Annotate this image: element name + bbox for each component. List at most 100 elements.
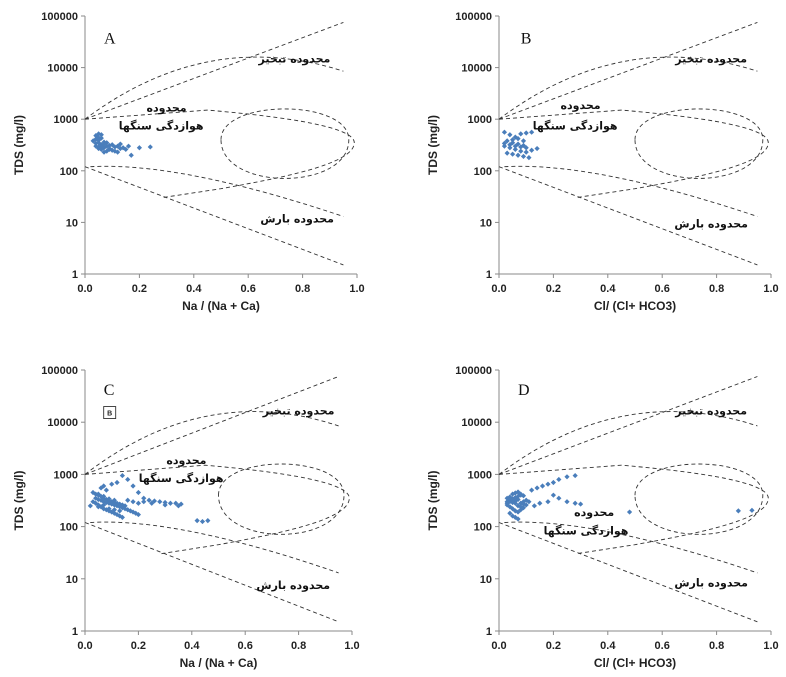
data-point (136, 145, 142, 151)
data-point (512, 514, 518, 521)
evaporation-zone-label: محدوده تبخیر (674, 52, 747, 65)
data-point (111, 497, 117, 503)
data-point (564, 474, 570, 480)
data-point (106, 500, 112, 506)
data-point (518, 144, 524, 150)
data-point (96, 140, 102, 146)
data-point (515, 509, 521, 515)
data-point (162, 502, 168, 508)
panel-label: A (104, 30, 116, 47)
x-tick-label: 0.6 (238, 640, 253, 652)
rock-dominance-boundary (84, 464, 350, 555)
panel-a: 1 10 100 1000 10000 100000 0.0 0.2 0.4 0.6 0.8 1.0 N… (12, 11, 365, 313)
data-point (518, 504, 524, 510)
data-point (534, 485, 540, 491)
evaporation-lower-boundary (498, 56, 758, 120)
data-point (119, 505, 125, 511)
data-point (550, 492, 556, 498)
panel-label: B (521, 30, 532, 47)
data-point (531, 503, 537, 509)
data-point (106, 496, 112, 502)
evaporation-upper-boundary (84, 21, 344, 120)
rock-weathering-label: هوازدگی سنگها (119, 120, 204, 133)
data-point (205, 518, 211, 524)
data-point (95, 491, 101, 497)
x-tick-label: 0.0 (77, 283, 92, 295)
precipitation-zone-label: محدوده بارش (674, 218, 748, 231)
data-point (507, 504, 513, 510)
data-point (545, 481, 551, 487)
x-tick-label: 0.8 (295, 283, 310, 295)
y-tick-label: 1 (72, 626, 78, 638)
x-axis-title: Cl/ (Cl+ HCO3) (594, 656, 676, 670)
data-point (512, 146, 518, 152)
data-point (199, 518, 206, 525)
data-point (564, 499, 570, 505)
data-point (135, 489, 141, 496)
data-point (520, 493, 527, 499)
rock-ellipse-boundary (218, 463, 345, 535)
data-point (515, 496, 521, 503)
data-point (111, 507, 117, 513)
legend-marker-label: B (107, 411, 112, 418)
data-point (518, 131, 524, 137)
data-point (104, 140, 110, 146)
y-tick-label: 10 (66, 574, 78, 586)
data-point (114, 511, 120, 518)
rock-zone-label: محدوده (574, 506, 614, 519)
data-point (529, 147, 535, 153)
data-point (510, 137, 516, 143)
data-point (515, 503, 521, 509)
data-point (98, 497, 104, 503)
data-point (507, 510, 513, 516)
rock-dominance-boundary (498, 109, 769, 199)
data-point (515, 136, 521, 142)
data-point (572, 500, 578, 506)
data-point (117, 141, 123, 147)
data-point (119, 514, 125, 521)
data-point (515, 493, 521, 499)
data-point (504, 500, 510, 506)
data-point (523, 497, 529, 503)
data-point (735, 508, 741, 514)
x-axis-title: Na / (Na + Ca) (180, 656, 258, 670)
data-point (515, 489, 521, 495)
x-tick-label: 0.2 (131, 640, 146, 652)
data-point (87, 503, 93, 509)
data-point (529, 487, 535, 493)
data-point (101, 149, 107, 155)
data-point (141, 495, 147, 501)
data-point (173, 500, 179, 506)
data-point (504, 150, 510, 156)
x-tick-label: 0.6 (241, 283, 256, 295)
rock-ellipse-boundary (220, 108, 350, 179)
data-point (537, 500, 543, 506)
data-point (545, 499, 551, 505)
y-tick-label: 100000 (455, 11, 492, 23)
rock-zone-label: محدوده (166, 454, 206, 467)
data-point (501, 129, 508, 135)
rock-weathering-label: هوازدگی سنگها (533, 120, 618, 133)
data-point (526, 155, 532, 161)
data-point (117, 508, 123, 514)
precipitation-zone-label: محدوده بارش (256, 579, 330, 592)
data-point (119, 502, 125, 508)
y-axis-title: TDS (mg/l) (12, 471, 26, 531)
data-point (194, 518, 200, 524)
evaporation-zone-label: محدوده تبخیر (258, 52, 331, 65)
data-point (501, 143, 508, 149)
precipitation-zone-label: محدوده بارش (260, 212, 334, 225)
y-tick-label: 100 (60, 522, 78, 534)
y-tick-label: 1000 (468, 114, 492, 126)
y-tick-label: 10 (480, 217, 492, 229)
data-point (112, 144, 118, 150)
data-point (510, 506, 516, 512)
data-point (515, 516, 521, 522)
data-point (125, 497, 131, 503)
data-point (149, 500, 155, 506)
y-tick-label: 1 (486, 269, 492, 281)
rock-ellipse-boundary (634, 108, 764, 179)
x-tick-label: 0.4 (186, 283, 202, 295)
panel-d: 1 10 100 1000 10000 100000 0.0 0.2 0.4 0.6 0.8 1.0 C… (426, 365, 779, 670)
